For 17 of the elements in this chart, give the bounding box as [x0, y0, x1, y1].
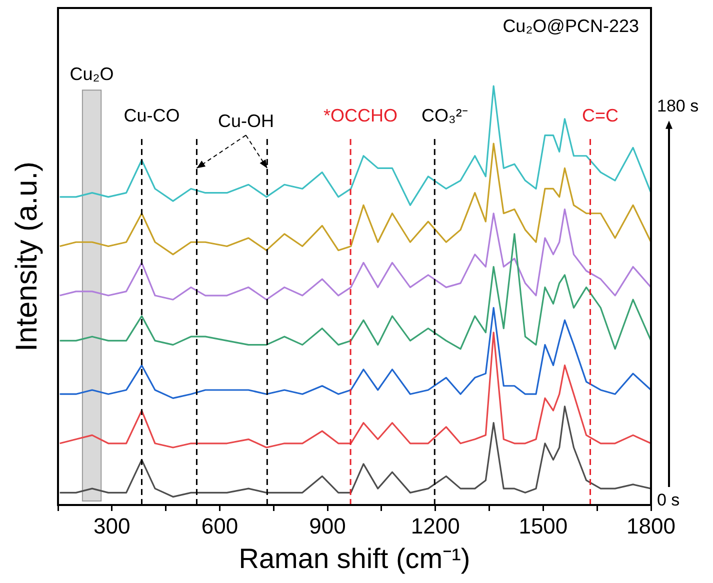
text: 0 s: [657, 490, 680, 510]
x-tick-label: 1800: [626, 513, 676, 538]
ref-line-label: CO₃²⁻: [421, 105, 468, 126]
ref-line-label: C=C: [582, 105, 619, 126]
x-tick-label: 1500: [518, 513, 568, 538]
x-tick-label: 900: [309, 513, 346, 538]
ref-line-label: *OCCHO: [324, 105, 398, 126]
chart-title: Cu₂O@PCN-223: [502, 16, 639, 36]
y-axis-title: Intensity (a.u.): [10, 161, 44, 352]
x-axis-title: Raman shift (cm⁻¹): [238, 542, 470, 574]
x-tick-label: 300: [94, 513, 130, 538]
annotation: Cu-OH: [218, 111, 274, 132]
x-tick-label: 600: [201, 513, 238, 538]
ref-line-label: Cu-CO: [124, 105, 180, 126]
band-label: Cu₂O: [70, 64, 114, 84]
x-tick-label: 1200: [410, 513, 460, 538]
text: 180 s: [657, 96, 699, 116]
